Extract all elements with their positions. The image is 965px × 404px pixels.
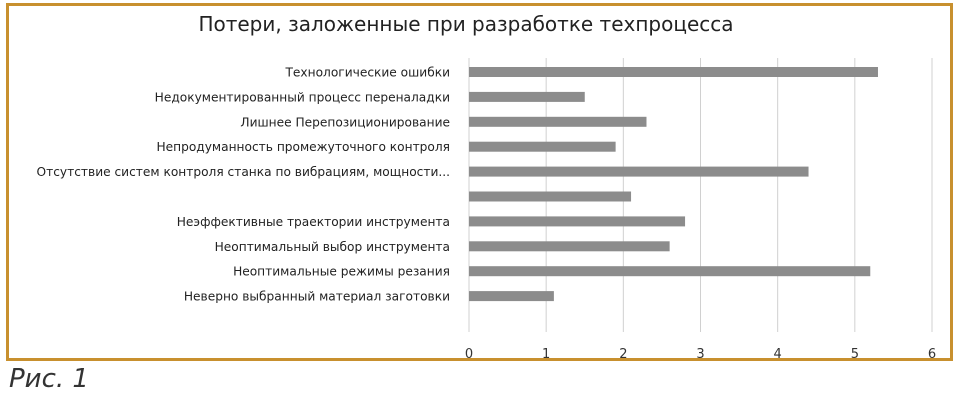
x-tick-label: 0 [465,347,473,362]
figure-caption: Рис. 1 [9,364,89,394]
x-tick-label: 6 [928,347,936,362]
x-axis-ticks: 0 1 2 3 4 5 6 [465,347,936,362]
bar [469,116,647,127]
category-label: Неверно выбранный материал заготовки [184,290,450,304]
x-tick-label: 5 [851,347,859,362]
category-label: Лишнее Перепозиционирование [240,115,450,129]
x-tick-label: 3 [696,347,704,362]
bar [469,166,809,177]
gridlines [468,58,933,332]
category-label: Недокументированный процесс переналадки [155,90,450,104]
category-label: Неоптимальный выбор инструмента [215,240,450,254]
bar [469,91,585,102]
x-tick-label: 1 [542,347,550,362]
category-labels: Технологические ошибки Недокументированны… [37,66,451,304]
chart-title: Потери, заложенные при разработке техпро… [198,12,733,36]
category-label: Неоптимальные режимы резания [233,265,450,279]
bar [469,67,878,77]
x-tick-label: 4 [774,347,782,362]
category-label: Отсутствие систем контроля станка по виб… [37,165,451,179]
bar [469,141,616,152]
bar [469,241,670,252]
bar [469,291,554,302]
bars [469,67,878,302]
x-tick-label: 2 [619,347,627,362]
category-label: Непродуманность промежуточного контроля [156,140,450,154]
bar [469,216,686,227]
bar [469,266,871,277]
category-label: Неэффективные траектории инструмента [177,215,450,229]
category-label: Технологические ошибки [284,66,450,80]
bar [469,191,632,202]
chart-frame [6,3,953,361]
